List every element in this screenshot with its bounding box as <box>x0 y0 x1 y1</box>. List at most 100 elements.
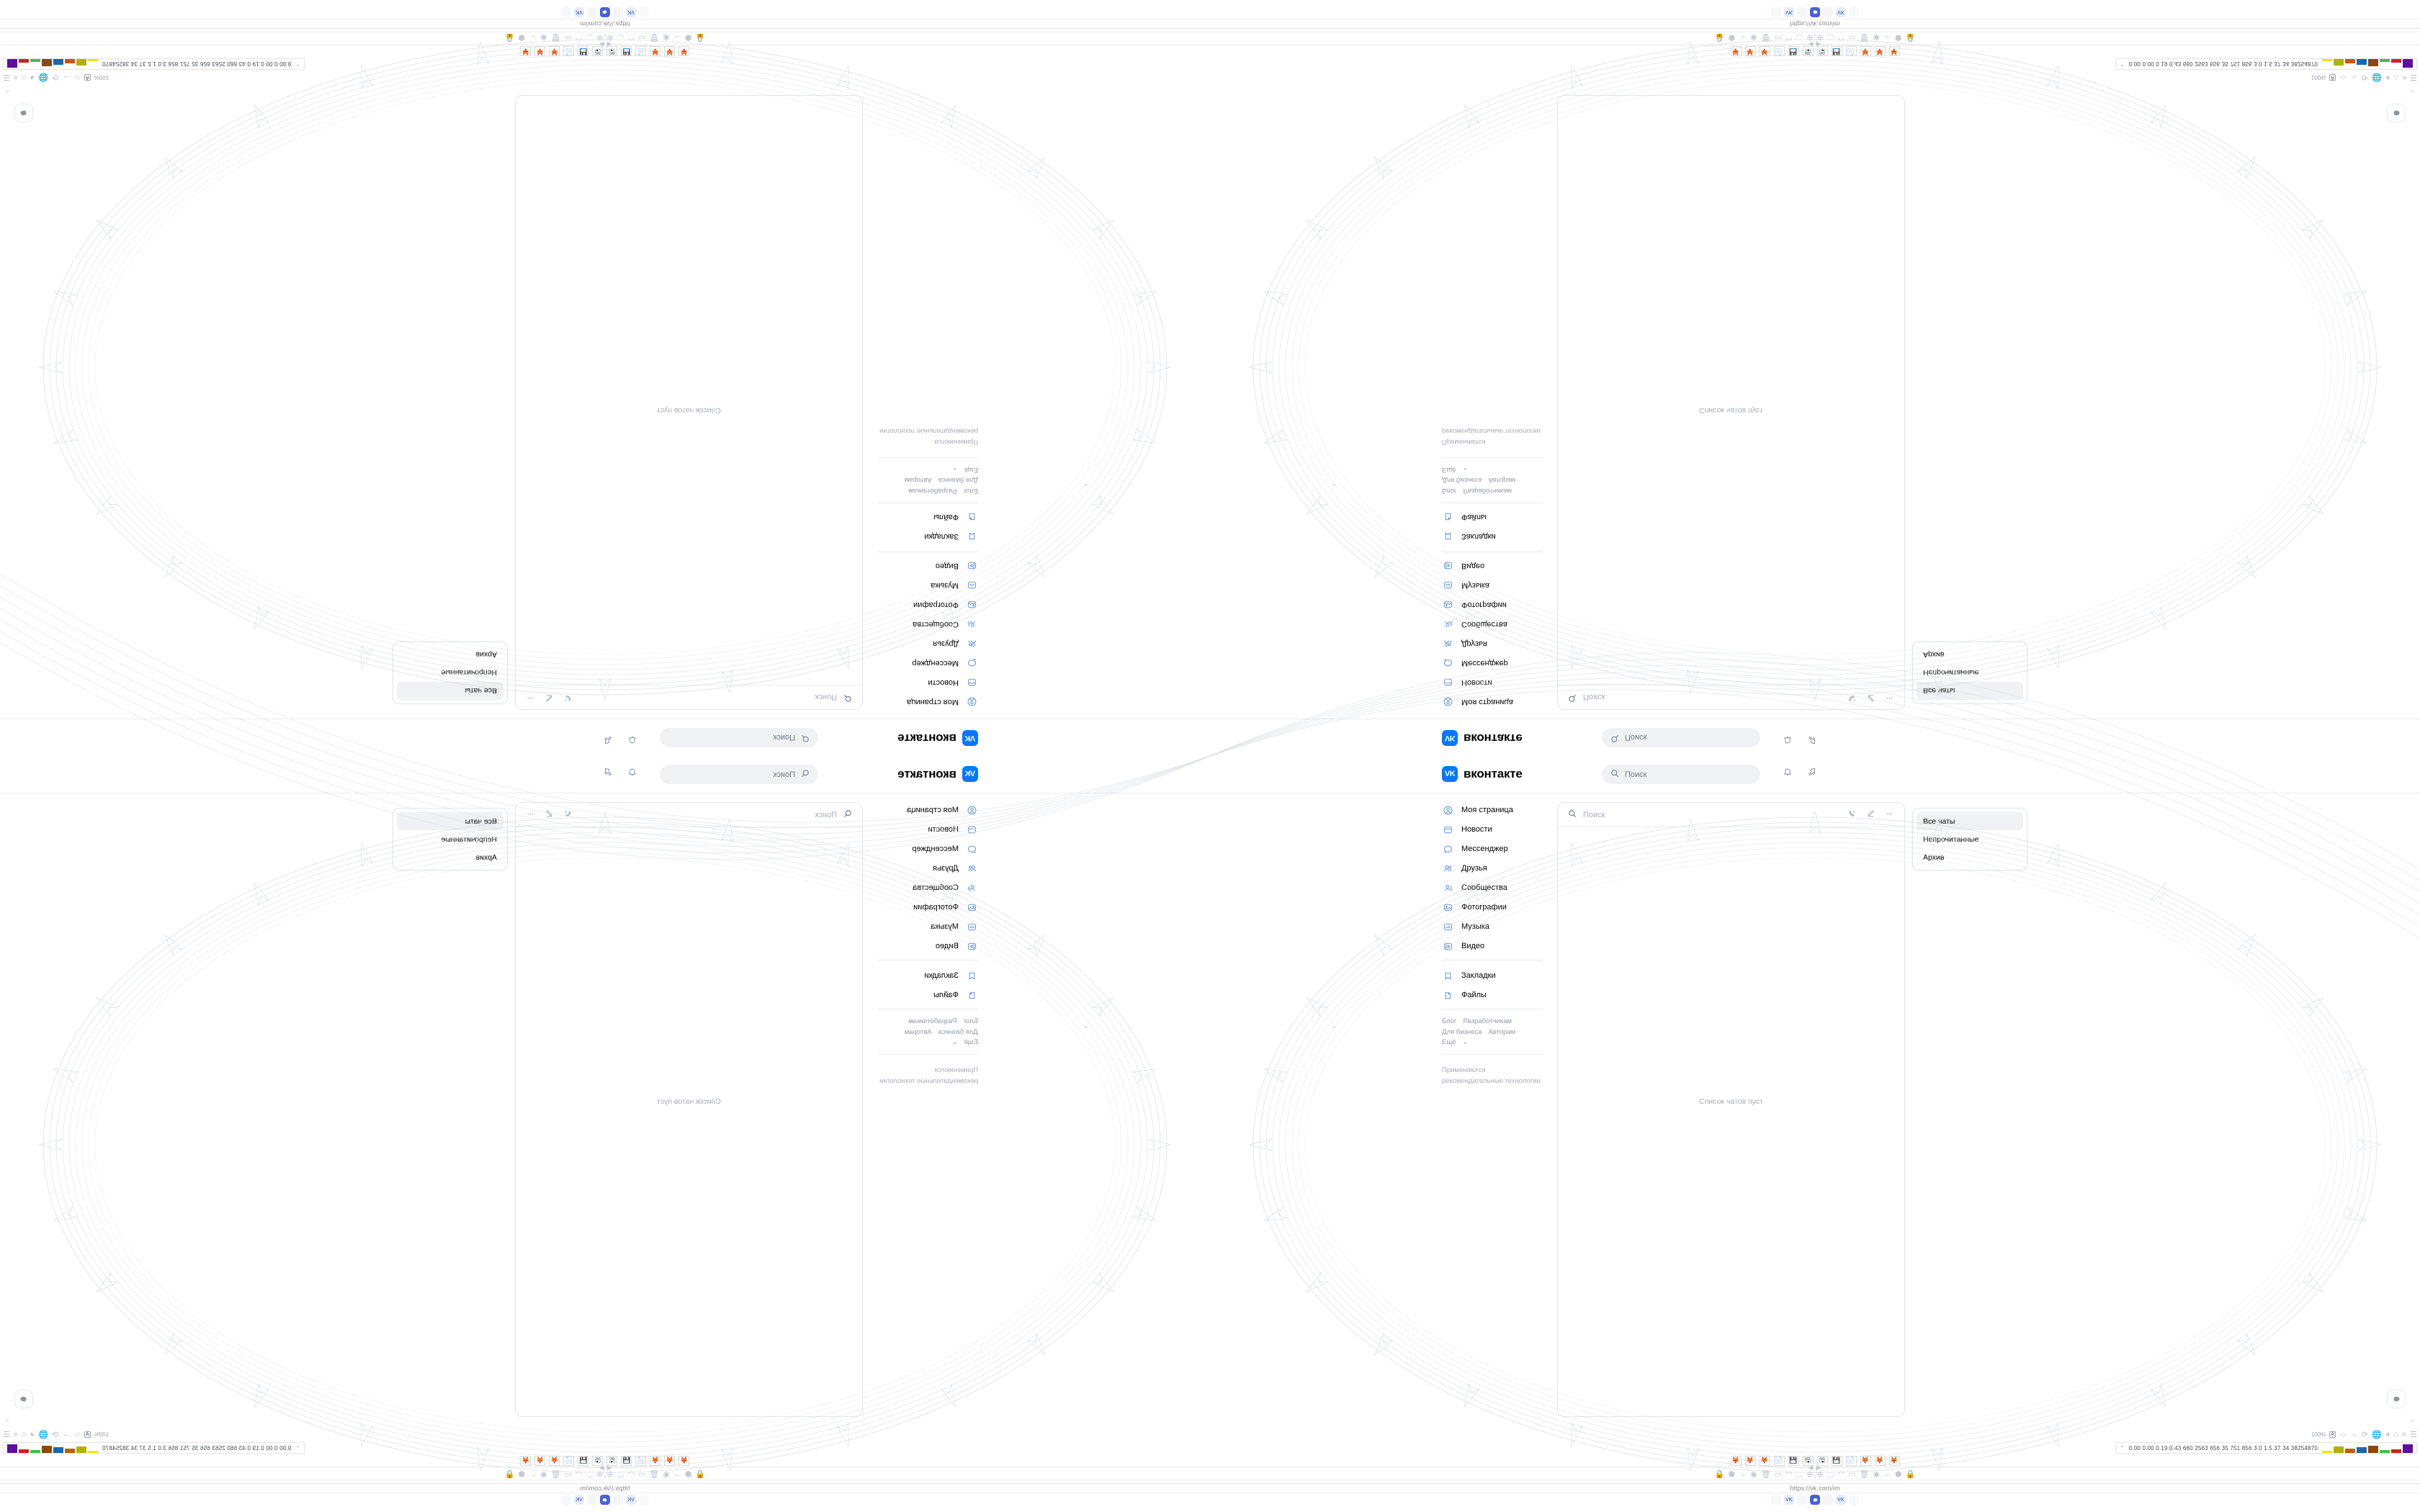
footer-link-developers[interactable]: Разработчикам <box>908 487 957 495</box>
forward-arrow-icon[interactable]: → <box>62 73 71 82</box>
bookmark-trash-icon[interactable]: 🗑 <box>1760 33 1771 42</box>
bookmark-arrow-icon[interactable]: → <box>1739 1470 1747 1479</box>
taskbar-item-firefox[interactable]: 🦊 <box>534 1455 546 1466</box>
bookmark-shield-icon[interactable]: ⬟ <box>684 1470 692 1479</box>
taskbar-item-notepad[interactable]: 📄 <box>635 1455 647 1466</box>
header-search-input[interactable]: Поиск <box>660 728 818 747</box>
forward-arrow-icon[interactable]: → <box>62 1430 71 1439</box>
extensions-icon[interactable]: » <box>2402 73 2407 82</box>
tab-vk[interactable]: VK <box>626 1495 636 1505</box>
more-icon[interactable] <box>1885 692 1894 703</box>
system-monitor-widget[interactable]: ⌃ 0.00 0.00 0.19 0.43 660 2563 656 35 75… <box>3 1442 305 1454</box>
bookmark-shield-filled-icon[interactable]: ◉ <box>540 33 547 42</box>
chevron-up-icon[interactable]: ⌃ <box>2409 1419 2416 1427</box>
sidebar-item-messenger[interactable]: Мессенджер <box>877 655 978 671</box>
music-icon[interactable] <box>603 767 613 779</box>
header-search-input[interactable]: Поиск <box>1602 765 1760 784</box>
sidebar-item-photos[interactable]: Фотографии <box>1442 597 1543 613</box>
taskbar-item-firefox[interactable]: 🦊 <box>1888 46 1900 57</box>
sidebar-item-friends[interactable]: Друзья <box>1442 636 1543 652</box>
sidebar-item-video[interactable]: Видео <box>1442 558 1543 574</box>
music-icon[interactable] <box>603 733 613 745</box>
sidebar-item-music[interactable]: Музыка <box>1442 577 1543 593</box>
sidebar-item-video[interactable]: Видео <box>877 558 978 574</box>
taskbar-item-firefox[interactable]: 🦊 <box>1744 1455 1756 1466</box>
bookmark-folder-icon[interactable]: ▭ <box>1774 1470 1783 1479</box>
zoom-level-label[interactable]: 100% <box>94 74 109 81</box>
sidebar-item-friends[interactable]: Друзья <box>877 860 978 876</box>
bookmark-folder-icon[interactable]: ▭ <box>1774 33 1783 42</box>
bookmark-globe-icon[interactable]: ◡ <box>617 1470 624 1479</box>
sidebar-collapse-button[interactable]: ⌄ <box>1083 1022 1089 1030</box>
sidebar-item-files[interactable]: Файлы <box>1442 987 1543 1003</box>
taskbar-item-notepad[interactable]: 📄 <box>563 1455 575 1466</box>
dropdown-item-archive[interactable]: Архив <box>475 650 497 660</box>
account-icon[interactable]: ◕ <box>2385 73 2390 82</box>
star-bookmark-icon[interactable]: ☆ <box>73 73 81 82</box>
tab-vk[interactable]: VK <box>1836 1495 1846 1505</box>
account-icon[interactable]: ◕ <box>30 1430 35 1439</box>
pocket-icon[interactable]: ⌂ <box>2393 1430 2398 1439</box>
bookmark-lock-icon[interactable]: 🔒 <box>504 33 515 42</box>
taskbar-item-firefox[interactable]: 🦊 <box>1874 1455 1886 1466</box>
taskbar-item-firefox[interactable]: 🦊 <box>1860 46 1871 57</box>
dropdown-item-unread[interactable]: Непрочитанные <box>1923 668 1979 678</box>
system-monitor-widget[interactable]: ⌃ 0.00 0.00 0.19 0.43 660 2563 656 35 75… <box>2115 58 2417 70</box>
hamburger-menu-icon[interactable]: ☰ <box>3 1430 10 1439</box>
vk-logo[interactable]: VK вконтакте <box>897 730 978 746</box>
taskbar-item-notepad[interactable]: 📄 <box>1773 46 1785 57</box>
sidebar-item-my-page[interactable]: Моя страница <box>1442 694 1543 710</box>
dropdown-item-unread[interactable]: Непрочитанные <box>1923 834 1979 844</box>
more-icon[interactable] <box>526 809 535 821</box>
sidebar-item-messenger[interactable]: Мессенджер <box>877 841 978 857</box>
sidebar-item-bookmarks[interactable]: Закладки <box>877 528 978 544</box>
chevron-up-icon[interactable]: ⌃ <box>2409 85 2416 93</box>
tab-scroll-arrows[interactable]: ◀ ▶ <box>599 1464 611 1471</box>
sidebar-item-friends[interactable]: Друзья <box>1442 860 1543 876</box>
tab-plain[interactable] <box>587 7 597 17</box>
account-icon[interactable]: ◕ <box>30 73 35 82</box>
footer-link-developers[interactable]: Разработчикам <box>908 1017 957 1025</box>
compose-icon[interactable] <box>544 809 554 821</box>
bell-icon[interactable] <box>627 733 637 745</box>
bookmark-arrow-icon[interactable]: → <box>1739 33 1747 42</box>
bookmark-lock-icon[interactable]: 🔒 <box>504 1470 515 1479</box>
zoom-level-label[interactable]: 100% <box>2311 74 2326 81</box>
footer-link-more[interactable]: Ещё <box>964 465 978 474</box>
bookmark-trash-icon[interactable]: 🗑 <box>550 33 561 42</box>
hamburger-menu-icon[interactable]: ☰ <box>3 73 10 82</box>
taskbar-item-firefox[interactable]: 🦊 <box>549 46 560 57</box>
bookmark-folder-icon[interactable]: ▭ <box>1847 1470 1856 1479</box>
sidebar-item-messenger[interactable]: Мессенджер <box>1442 655 1543 671</box>
star-bookmark-icon[interactable]: ☆ <box>73 1430 81 1439</box>
tab-plain[interactable] <box>1823 1495 1833 1505</box>
reload-icon[interactable]: ⟳ <box>2361 1430 2368 1439</box>
bookmark-globe-icon[interactable]: ◠ <box>627 1470 635 1479</box>
hamburger-menu-icon[interactable]: ☰ <box>2410 1430 2417 1439</box>
taskbar-item-green-disk[interactable]: 🖫 <box>606 46 618 57</box>
taskbar-item-firefox[interactable]: 🦊 <box>1759 46 1770 57</box>
bookmark-globe-icon[interactable]: ◠ <box>1785 33 1793 42</box>
taskbar-item-firefox[interactable]: 🦊 <box>1874 46 1886 57</box>
sidebar-item-files[interactable]: Файлы <box>877 509 978 525</box>
taskbar-item-floppy-disk[interactable]: 💾 <box>578 46 589 57</box>
bookmark-lock-icon[interactable]: 🔒 <box>1714 1470 1725 1479</box>
tab-ghost[interactable] <box>639 7 649 17</box>
globe-icon[interactable]: 🌐 <box>2371 1430 2382 1439</box>
footer-link-business[interactable]: Для бизнеса <box>1442 1027 1482 1036</box>
taskbar-item-firefox[interactable]: 🦊 <box>1888 1455 1900 1466</box>
taskbar-item-firefox[interactable]: 🦊 <box>1759 1455 1770 1466</box>
taskbar-item-firefox[interactable]: 🦊 <box>520 1455 532 1466</box>
taskbar-item-firefox[interactable]: 🦊 <box>1860 1455 1871 1466</box>
sidebar-item-my-page[interactable]: Моя страница <box>1442 802 1543 818</box>
music-icon[interactable] <box>1807 767 1817 779</box>
reload-icon[interactable]: ⟳ <box>2361 73 2368 82</box>
sidebar-item-video[interactable]: Видео <box>877 938 978 954</box>
sidebar-item-news[interactable]: Новости <box>1442 822 1543 837</box>
taskbar-item-firefox[interactable]: 🦊 <box>1730 1455 1742 1466</box>
footer-link-authors[interactable]: Авторам <box>904 1027 932 1036</box>
bookmark-arrow-back-icon[interactable]: ← <box>1883 33 1891 42</box>
sidebar-item-video[interactable]: Видео <box>1442 938 1543 954</box>
tab-vk[interactable]: VK <box>626 7 636 17</box>
chevron-up-icon[interactable]: ⌃ <box>4 1419 11 1427</box>
